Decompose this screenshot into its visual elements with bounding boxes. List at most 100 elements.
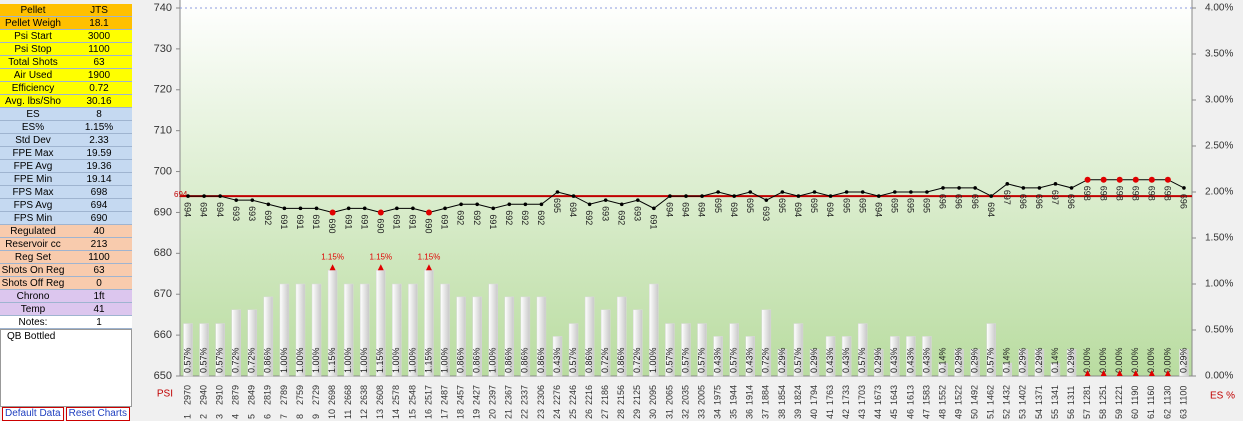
- x-tick-label: 32: [680, 409, 690, 419]
- fps-value-label: 694: [793, 202, 803, 217]
- psi-label: 2337: [520, 385, 530, 405]
- x-tick-label: 26: [584, 409, 594, 419]
- fps-point: [555, 190, 560, 194]
- row-label: Temp: [20, 304, 46, 315]
- fps-point: [362, 206, 367, 211]
- fps-value-label: 694: [568, 202, 578, 217]
- fps-value-label: 693: [600, 206, 610, 221]
- button[interactable]: Default Data: [2, 407, 64, 421]
- es-bar: [359, 283, 370, 377]
- row-value: 1ft: [93, 291, 105, 302]
- psi-label: 2789: [279, 385, 289, 405]
- row-value: 0.72: [89, 83, 109, 94]
- fps-point: [266, 202, 271, 207]
- x-tick-label: 58: [1098, 409, 1108, 419]
- es-marker: [377, 264, 384, 271]
- fps-point: [844, 190, 849, 194]
- es-value-label: 0.72%: [231, 347, 241, 373]
- psi-label: 1794: [809, 385, 819, 405]
- fps-point: [619, 202, 624, 207]
- panel-row: Temp 41: [0, 303, 132, 316]
- psi-label: 2517: [423, 385, 433, 405]
- es-value-label: 0.72%: [247, 347, 257, 373]
- fps-value-label: 694: [729, 202, 739, 217]
- es-value-label: 0.57%: [680, 347, 690, 373]
- es-marker: [425, 264, 432, 271]
- fps-point: [377, 209, 384, 216]
- es-value-label: 1.00%: [488, 347, 498, 373]
- es-value-label: 1.00%: [295, 347, 305, 373]
- fps-point: [893, 190, 897, 194]
- es-value-label: 0.29%: [873, 347, 883, 373]
- panel-row: FPE Min 19.14: [0, 173, 132, 186]
- x-tick-label: 56: [1066, 409, 1076, 419]
- psi-label: 2879: [231, 385, 241, 405]
- es-value-label: 1.00%: [279, 347, 289, 373]
- buttons: Default Data Reset Charts: [2, 407, 130, 421]
- annotation: 1.15%: [418, 252, 441, 261]
- es-value-label: 0.43%: [552, 347, 562, 373]
- es-value-label: 1.00%: [648, 347, 658, 373]
- row-value: 1100: [88, 252, 110, 263]
- fps-point: [411, 206, 415, 211]
- es-value-label: 0.72%: [600, 347, 610, 373]
- psi-label: 1643: [889, 385, 899, 405]
- fps-point: [796, 194, 801, 198]
- psi-label: 2759: [295, 385, 305, 405]
- panel-row: Total Shots 63: [0, 56, 132, 69]
- fps-point: [395, 206, 399, 211]
- es-value-label: 0.00%: [1162, 347, 1172, 373]
- fps-point: [346, 206, 351, 211]
- es-value-label: 0.57%: [986, 347, 996, 373]
- es-value-label: 0.57%: [568, 347, 578, 373]
- psi-label: 2095: [648, 385, 658, 405]
- fps-point: [1005, 182, 1010, 186]
- psi-label: 2276: [552, 385, 562, 405]
- fps-point: [1116, 176, 1123, 183]
- y2-tick-label: 2.50%: [1205, 141, 1233, 152]
- es-bar: [713, 336, 723, 377]
- y2-tick-label: 3.50%: [1205, 49, 1233, 60]
- fps-point: [234, 198, 239, 202]
- fps-point: [764, 198, 769, 202]
- es-bar: [874, 349, 884, 377]
- es-bar: [633, 309, 643, 377]
- es-bar: [681, 323, 691, 377]
- psi-label: 1975: [713, 385, 723, 405]
- fps-point: [1069, 186, 1074, 190]
- y2-tick-label: 0.50%: [1205, 325, 1233, 336]
- fps-value-label: 691: [440, 214, 450, 229]
- x-tick-label: 27: [600, 409, 610, 419]
- y-tick-label: 650: [154, 370, 172, 382]
- panel-row: Avg. lbs/Sho 30.16: [0, 95, 132, 108]
- x-tick-label: 1: [182, 414, 192, 419]
- psi-label: 2940: [198, 385, 208, 405]
- psi-label: 1673: [873, 385, 883, 405]
- fps-value-label: 696: [970, 194, 980, 209]
- x-tick-label: 18: [455, 409, 465, 419]
- x-tick-label: 49: [953, 409, 963, 419]
- x-tick-label: 47: [921, 409, 931, 419]
- psi-label: 2608: [375, 385, 385, 405]
- x-tick-label: 13: [375, 409, 385, 419]
- row-value: 3000: [87, 31, 111, 42]
- panel-row: Chrono 1ft: [0, 290, 132, 303]
- es-bar: [954, 349, 964, 377]
- row-value: 19.59: [86, 148, 112, 159]
- fps-point: [186, 194, 190, 198]
- x-tick-label: 17: [439, 409, 449, 419]
- fps-point: [202, 194, 206, 198]
- fps-point: [860, 190, 865, 194]
- es-bar: [440, 283, 450, 377]
- es-bar: [311, 283, 322, 377]
- es-bar: [761, 309, 772, 377]
- button[interactable]: Reset Charts: [65, 407, 130, 421]
- fps-point: [523, 202, 528, 207]
- x-tick-label: 43: [857, 409, 867, 419]
- es-value-label: 0.43%: [841, 347, 851, 373]
- psi-label: 2035: [680, 385, 690, 405]
- fps-value-label: 694: [665, 202, 675, 217]
- psi-label: 1824: [793, 385, 803, 405]
- es-value-label: 0.43%: [825, 347, 835, 373]
- fps-value-label: 691: [311, 214, 321, 229]
